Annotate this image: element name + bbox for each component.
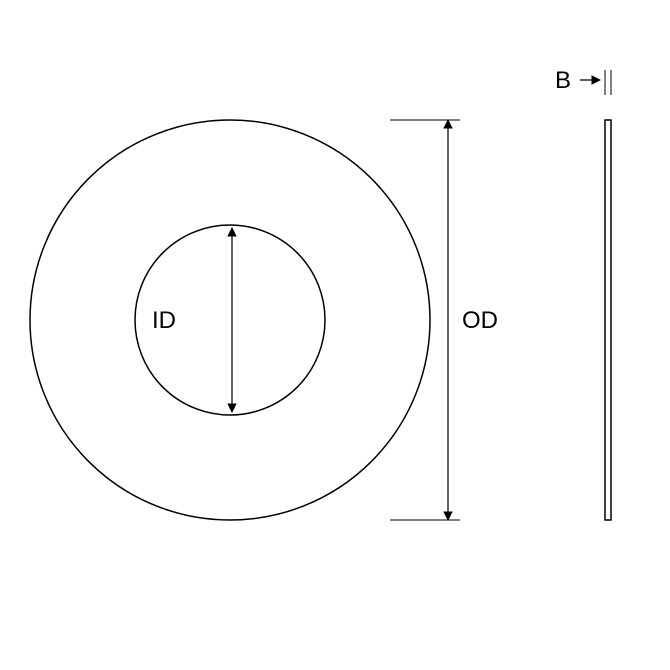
id-label: ID <box>152 307 176 334</box>
od-label: OD <box>462 307 498 334</box>
b-label: B <box>555 67 571 94</box>
washer-side-view <box>605 120 611 520</box>
washer-outer-circle <box>30 120 430 520</box>
washer-diagram: OD ID B <box>0 0 670 670</box>
